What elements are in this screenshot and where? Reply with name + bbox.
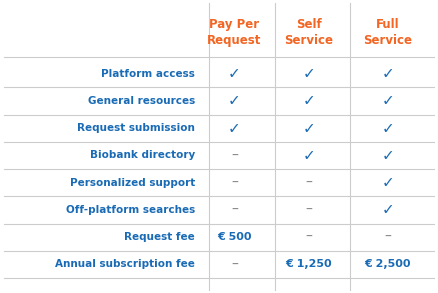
Text: General resources: General resources xyxy=(88,96,195,106)
Text: Off-platform searches: Off-platform searches xyxy=(66,205,195,215)
Text: –: – xyxy=(305,230,312,244)
Text: € 2,500: € 2,500 xyxy=(364,259,411,270)
Text: Personalized support: Personalized support xyxy=(70,178,195,188)
Text: Request fee: Request fee xyxy=(124,232,195,242)
Text: Annual subscription fee: Annual subscription fee xyxy=(55,259,195,270)
Text: Pay Per
Request: Pay Per Request xyxy=(207,18,261,47)
Text: ✓: ✓ xyxy=(381,175,394,190)
Text: Full
Service: Full Service xyxy=(363,18,412,47)
Text: € 1,250: € 1,250 xyxy=(286,259,332,270)
Text: ✓: ✓ xyxy=(302,93,315,108)
Text: Biobank directory: Biobank directory xyxy=(90,150,195,161)
Text: Platform access: Platform access xyxy=(101,69,195,79)
Text: ✓: ✓ xyxy=(381,148,394,163)
Text: ✓: ✓ xyxy=(228,121,241,136)
Text: –: – xyxy=(231,203,238,217)
Text: –: – xyxy=(231,258,238,271)
Text: Request submission: Request submission xyxy=(77,123,195,133)
Text: –: – xyxy=(305,203,312,217)
Text: ✓: ✓ xyxy=(381,202,394,217)
Text: Self
Service: Self Service xyxy=(284,18,333,47)
Text: –: – xyxy=(231,149,238,162)
Text: ✓: ✓ xyxy=(381,93,394,108)
Text: ✓: ✓ xyxy=(228,66,241,81)
Text: ✓: ✓ xyxy=(302,66,315,81)
Text: ✓: ✓ xyxy=(381,121,394,136)
Text: ✓: ✓ xyxy=(302,148,315,163)
Text: ✓: ✓ xyxy=(228,93,241,108)
Text: –: – xyxy=(305,176,312,190)
Text: € 500: € 500 xyxy=(217,232,251,242)
Text: ✓: ✓ xyxy=(302,121,315,136)
Text: –: – xyxy=(384,230,391,244)
Text: –: – xyxy=(231,176,238,190)
Text: ✓: ✓ xyxy=(381,66,394,81)
